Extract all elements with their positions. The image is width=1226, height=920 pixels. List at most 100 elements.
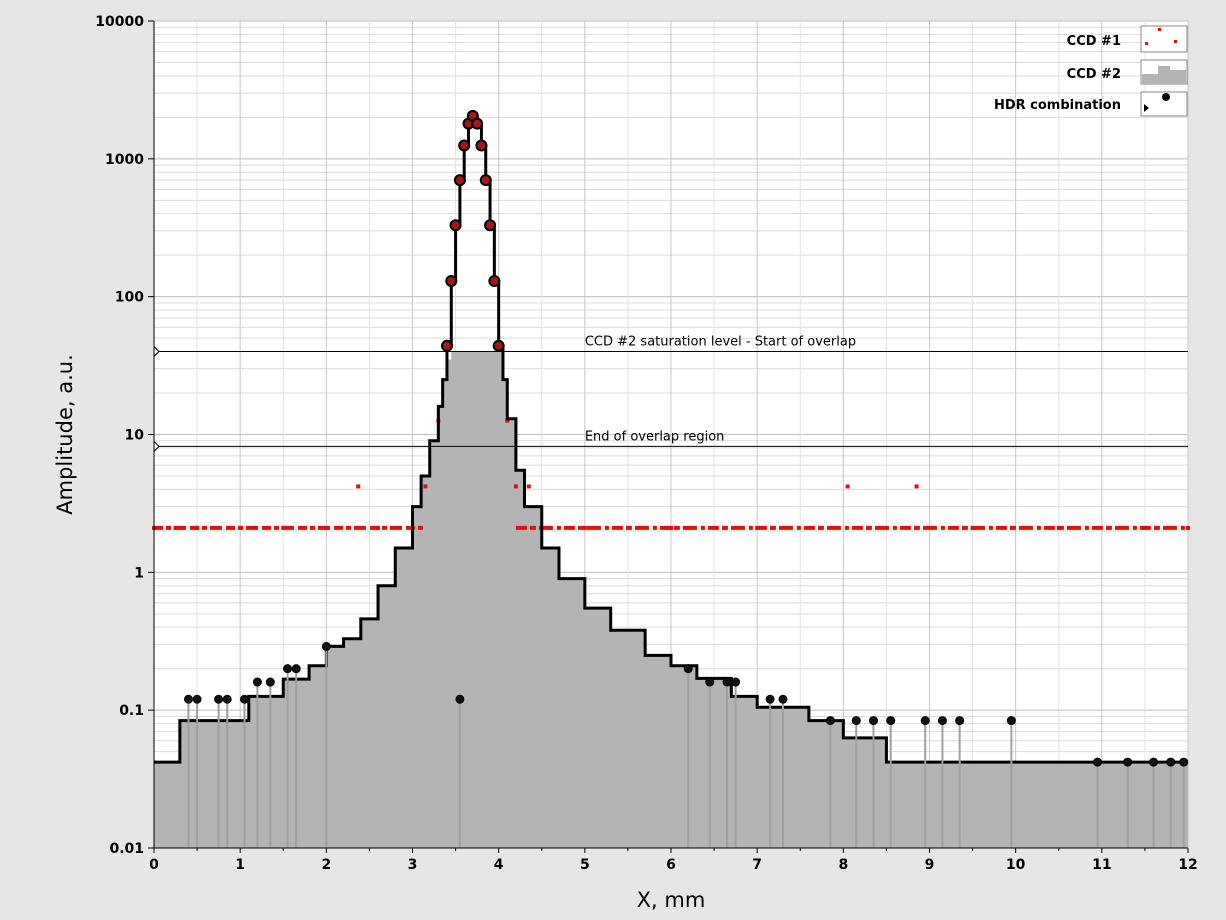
ccd1-point xyxy=(526,484,531,489)
hdr-marker xyxy=(440,339,453,352)
ccd1-point xyxy=(1186,525,1190,530)
hdr-marker xyxy=(1123,757,1133,767)
ccd1-point xyxy=(195,525,200,530)
x-tick-label: 12 xyxy=(1178,857,1197,873)
ccd1-point xyxy=(423,484,428,489)
hdr-marker xyxy=(722,677,732,687)
ccd1-point xyxy=(970,525,975,530)
hdr-marker xyxy=(1006,716,1016,726)
hdr-marker xyxy=(868,716,878,726)
hdr-marker xyxy=(1093,757,1103,767)
x-tick-label: 0 xyxy=(149,857,159,873)
legend-swatch-ccd2 xyxy=(1140,59,1188,85)
hdr-marker xyxy=(291,664,301,674)
hdr-marker xyxy=(731,677,741,687)
ccd1-point xyxy=(1142,525,1147,530)
hdr-marker xyxy=(1149,757,1159,767)
legend-swatch-ccd1 xyxy=(1140,25,1188,53)
ccd1-point xyxy=(548,525,553,530)
y-tick-label: 10000 xyxy=(95,14,144,30)
ccd1-point xyxy=(324,525,329,530)
x-tick-label: 3 xyxy=(408,857,418,873)
hdr-marker xyxy=(1166,757,1176,767)
legend-label-ccd1: CCD #1 xyxy=(1067,34,1121,49)
hdr-marker xyxy=(920,716,930,726)
legend-swatch-marker xyxy=(1162,93,1170,101)
hdr-marker xyxy=(937,716,947,726)
x-tick-label: 6 xyxy=(666,857,676,873)
hdr-marker xyxy=(488,274,501,287)
legend-label-hdr: HDR combination xyxy=(994,98,1121,113)
ccd1-point xyxy=(505,418,510,423)
x-tick-label: 11 xyxy=(1092,857,1111,873)
hdr-marker xyxy=(222,694,232,704)
ccd1-point xyxy=(238,525,243,530)
y-axis-title: Amplitude, a.u. xyxy=(53,354,77,515)
hdr-marker xyxy=(851,716,861,726)
hdr-marker xyxy=(283,664,293,674)
y-tick-label: 100 xyxy=(115,290,144,306)
hdr-marker xyxy=(252,677,262,687)
ccd1-point xyxy=(582,525,587,530)
legend-swatch-step xyxy=(1142,66,1186,84)
x-tick-label: 9 xyxy=(925,857,935,873)
hdr-marker xyxy=(765,694,775,704)
cursor-label: End of overlap region xyxy=(585,429,725,444)
hdr-marker xyxy=(183,694,193,704)
x-tick-label: 2 xyxy=(321,857,331,873)
cursor-label: CCD #2 saturation level - Start of overl… xyxy=(585,335,856,350)
x-tick-label: 10 xyxy=(1006,857,1026,873)
legend-swatch-hdr xyxy=(1140,91,1188,117)
ccd2-area xyxy=(154,351,1188,848)
ccd1-point xyxy=(845,484,850,489)
hdr-marker xyxy=(705,677,715,687)
y-tick-label: 0.1 xyxy=(119,703,144,719)
hdr-marker xyxy=(492,339,505,352)
legend-swatch-dot xyxy=(1145,42,1148,45)
x-tick-label: 4 xyxy=(494,857,504,873)
ccd1-point xyxy=(356,484,361,489)
ccd1-point xyxy=(755,525,760,530)
x-tick-label: 7 xyxy=(752,857,762,873)
hdr-marker xyxy=(955,716,965,726)
hdr-marker xyxy=(445,274,458,287)
ccd1-point xyxy=(173,525,178,530)
ccd2-series xyxy=(154,351,1188,848)
y-tick-label: 1000 xyxy=(105,152,144,168)
hdr-marker xyxy=(455,694,465,704)
x-tick-label: 5 xyxy=(580,857,590,873)
hdr-marker xyxy=(453,174,466,187)
y-tick-label: 0.01 xyxy=(109,841,144,857)
ccd1-point xyxy=(513,484,518,489)
x-axis-title: X, mm xyxy=(637,888,706,912)
hdr-marker xyxy=(778,694,788,704)
ccd1-point xyxy=(281,525,286,530)
legend-label-ccd2: CCD #2 xyxy=(1067,67,1121,82)
hdr-marker xyxy=(683,664,693,674)
ccd1-point xyxy=(669,525,673,530)
hdr-marker xyxy=(239,694,249,704)
legend: CCD #1 CCD #2 HDR combination xyxy=(994,25,1188,117)
x-tick-label: 8 xyxy=(838,857,848,873)
hdr-marker xyxy=(479,174,492,187)
hdr-marker xyxy=(321,641,331,651)
hdr-marker xyxy=(449,219,462,232)
legend-swatch-dot xyxy=(1158,28,1161,31)
hdr-marker xyxy=(458,139,471,152)
x-tick-label: 1 xyxy=(235,857,245,873)
ccd1-point xyxy=(914,484,919,489)
hdr-marker xyxy=(825,716,835,726)
hdr-marker xyxy=(484,219,497,232)
y-tick-label: 10 xyxy=(125,428,145,444)
y-tick-label: 1 xyxy=(134,565,144,581)
hdr-series xyxy=(154,109,1189,848)
hdr-marker xyxy=(471,117,484,130)
ccd1-point xyxy=(1056,525,1061,530)
legend-swatch-dot xyxy=(1174,40,1177,43)
hdr-marker xyxy=(214,694,224,704)
legend-swatch-box xyxy=(1140,25,1188,53)
hdr-marker xyxy=(1179,757,1189,767)
cursors: CCD #2 saturation level - Start of overl… xyxy=(153,335,1188,453)
